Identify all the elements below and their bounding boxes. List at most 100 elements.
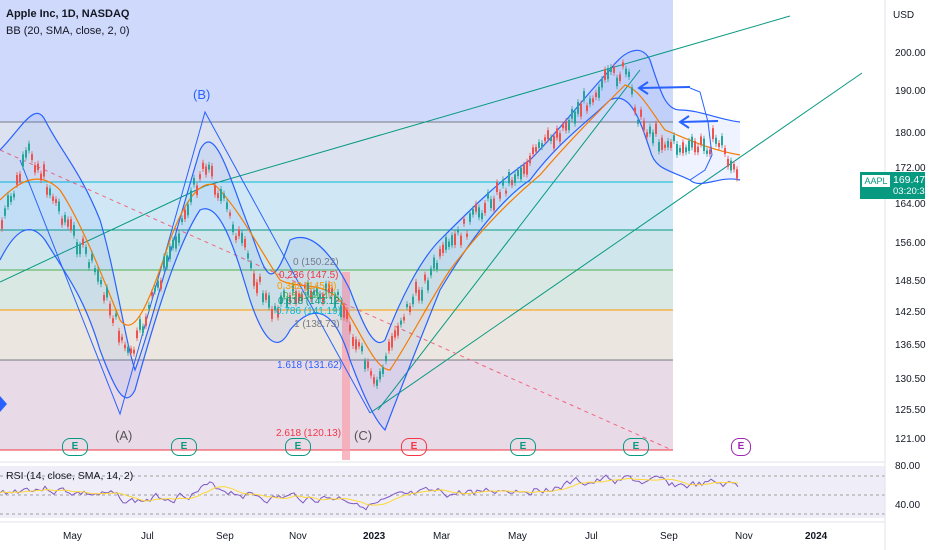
candle-body xyxy=(670,141,672,148)
price-tick: 136.50 xyxy=(895,340,926,351)
candle-body xyxy=(466,233,468,237)
candle-body xyxy=(169,246,171,259)
candle-body xyxy=(559,133,561,142)
candle-body xyxy=(280,295,282,304)
projection-path xyxy=(689,87,713,181)
earnings-marker[interactable]: E xyxy=(62,438,88,456)
candle-body xyxy=(259,276,261,282)
candle-body xyxy=(301,294,303,301)
candle-body xyxy=(106,287,108,298)
candle-body xyxy=(109,303,111,316)
candle-body xyxy=(244,239,246,248)
candle-body xyxy=(34,165,36,173)
fib-label: 0.5 (144.47) xyxy=(283,291,337,302)
candle-body xyxy=(565,120,567,131)
candle-body xyxy=(211,165,213,177)
candle-body xyxy=(220,189,222,202)
earnings-marker[interactable]: E xyxy=(401,438,427,456)
candle-body xyxy=(1,220,3,229)
candle-body xyxy=(487,192,489,199)
time-tick: Jul xyxy=(585,531,598,542)
candle-body xyxy=(163,256,165,269)
candle-body xyxy=(541,143,543,148)
candle-body xyxy=(661,137,663,150)
candle-body xyxy=(358,342,360,347)
candle-body xyxy=(430,268,432,276)
candle-body xyxy=(631,87,633,95)
candle-body xyxy=(679,147,681,153)
earnings-marker[interactable]: E xyxy=(623,438,649,456)
candle-body xyxy=(166,255,168,268)
candle-body xyxy=(55,199,57,204)
candle-body xyxy=(394,330,396,338)
price-tick: 200.00 xyxy=(895,48,926,59)
earnings-marker[interactable]: E xyxy=(510,438,536,456)
candle-body xyxy=(289,295,291,303)
candle-body xyxy=(346,309,348,320)
time-tick: May xyxy=(508,531,527,542)
candle-body xyxy=(562,124,564,129)
time-tick: Nov xyxy=(289,531,307,542)
scroll-left-icon[interactable] xyxy=(0,396,7,412)
bb-indicator-label[interactable]: BB (20, SMA, close, 2, 0) xyxy=(6,25,130,37)
fib-label: 0 (150.22) xyxy=(293,257,339,268)
rsi-indicator-label[interactable]: RSI (14, close, SMA, 14, 2) xyxy=(6,470,134,482)
candle-body xyxy=(256,282,258,294)
symbol-title[interactable]: Apple Inc, 1D, NASDAQ xyxy=(6,8,130,20)
candle-body xyxy=(403,316,405,321)
candle-body xyxy=(88,262,90,268)
wave-label-b: (B) xyxy=(193,87,211,102)
candle-body xyxy=(340,305,342,318)
candle-body xyxy=(160,280,162,289)
fib-label: 1.618 (131.62) xyxy=(277,360,343,371)
candle-body xyxy=(112,318,114,323)
candle-body xyxy=(73,225,75,236)
candle-body xyxy=(667,140,669,148)
candle-body xyxy=(685,147,687,153)
candle-body xyxy=(616,77,618,87)
candle-body xyxy=(724,148,726,154)
candle-body xyxy=(688,140,690,151)
candle-body xyxy=(577,102,579,114)
candle-body xyxy=(580,103,582,117)
candle-body xyxy=(619,74,621,81)
candle-body xyxy=(637,119,639,124)
candle-body xyxy=(697,146,699,153)
earnings-marker[interactable]: E xyxy=(285,438,311,456)
candle-body xyxy=(595,92,597,98)
currency-label[interactable]: USD xyxy=(893,10,915,21)
candle-body xyxy=(10,196,12,202)
candle-body xyxy=(46,187,48,195)
candle-body xyxy=(691,136,693,148)
candle-body xyxy=(400,320,402,325)
bb-lower xyxy=(0,97,741,432)
candle-body xyxy=(448,241,450,247)
candle-body xyxy=(706,150,708,154)
candle-body xyxy=(571,109,573,119)
candle-body xyxy=(538,142,540,148)
candle-body xyxy=(91,253,93,261)
candle-body xyxy=(316,288,318,294)
candle-body xyxy=(181,218,183,223)
candle-body xyxy=(385,355,387,362)
earnings-marker[interactable]: E xyxy=(171,438,197,456)
candle-body xyxy=(415,281,417,293)
candle-body xyxy=(553,135,555,149)
candle-body xyxy=(511,180,513,186)
candle-body xyxy=(607,68,609,80)
candle-body xyxy=(343,305,345,318)
fib-label: 1 (138.73) xyxy=(294,319,340,330)
wave-label-a: (A) xyxy=(115,428,133,443)
candle-body xyxy=(382,367,384,374)
candle-body xyxy=(334,295,336,309)
earnings-marker[interactable]: E xyxy=(731,438,751,456)
candle-body xyxy=(142,326,144,333)
candle-body xyxy=(286,298,288,308)
candle-body xyxy=(427,280,429,291)
candle-body xyxy=(514,174,516,183)
candle-body xyxy=(325,283,327,292)
candle-body xyxy=(70,219,72,230)
candle-body xyxy=(313,290,315,296)
